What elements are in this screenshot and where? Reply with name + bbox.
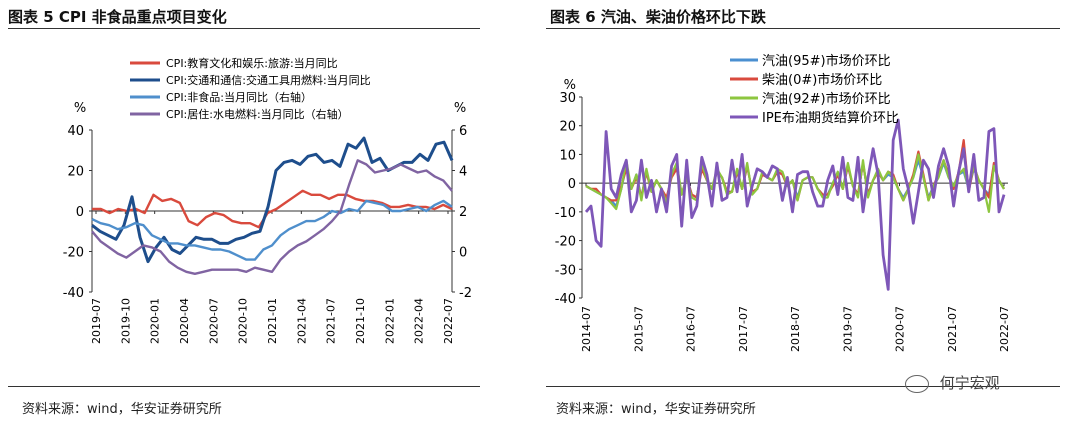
legend-label-3: CPI:非食品:当月同比（右轴） — [166, 90, 312, 104]
x-tick-label: 2021-07 — [325, 298, 338, 344]
right-chart-tick-label: 0 — [568, 177, 576, 192]
series-line-2 — [91, 136, 454, 264]
left-title-rule — [8, 28, 480, 29]
x-tick-label: 2020-10 — [237, 298, 250, 344]
watermark-text: 何宁宏观 — [939, 374, 1000, 392]
x-tick-label: 2020-07 — [207, 298, 220, 344]
x-tick-label: 2019-07 — [90, 298, 103, 344]
right-chart-tick-label: 20 — [559, 120, 576, 135]
right-axis-unit: % — [454, 101, 466, 116]
right-tick-label: -2 — [459, 286, 472, 301]
right-legend-label-2: 柴油(0#)市场价环比 — [762, 72, 882, 88]
right-tick-label: 6 — [459, 124, 467, 139]
right-tick-label: 2 — [459, 205, 467, 220]
right-chart-x-tick-label: 2022-07 — [998, 306, 1011, 352]
left-source: 资料来源：wind，华安证券研究所 — [22, 402, 222, 417]
right-bottom-rule — [546, 386, 1060, 387]
right-series-line-4 — [584, 118, 1006, 291]
right-legend-label-1: 汽油(95#)市场价环比 — [762, 53, 891, 69]
right-chart-x-tick-label: 2015-07 — [632, 306, 645, 352]
x-tick-label: 2020-01 — [149, 298, 162, 344]
left-tick-label: 40 — [67, 124, 84, 139]
right-chart-x-tick-label: 2017-07 — [737, 306, 750, 352]
right-legend-label-4: IPE布油期货结算价环比 — [762, 110, 899, 126]
right-chart-x-tick-label: 2021-07 — [946, 306, 959, 352]
x-tick-label: 2019-10 — [119, 298, 132, 344]
x-tick-label: 2022-07 — [442, 298, 455, 344]
x-tick-label: 2020-04 — [178, 298, 191, 344]
right-chart-x-tick-label: 2014-07 — [580, 306, 593, 352]
right-source: 资料来源：wind，华安证券研究所 — [556, 402, 756, 417]
legend-label-2: CPI:交通和通信:交通工具用燃料:当月同比 — [166, 73, 371, 87]
right-legend-label-3: 汽油(92#)市场价环比 — [762, 91, 891, 107]
x-tick-label: 2022-04 — [413, 298, 426, 344]
left-tick-label: 20 — [67, 165, 84, 180]
right-chart-x-tick-label: 2016-07 — [685, 306, 698, 352]
right-chart-x-tick-label: 2018-07 — [789, 306, 802, 352]
legend-label-4: CPI:居住:水电燃料:当月同比（右轴） — [166, 107, 349, 121]
left-axis-unit: % — [74, 101, 86, 116]
right-chart-tick-label: -10 — [555, 206, 576, 221]
watermark: 何宁宏观 — [905, 372, 1000, 393]
right-chart-tick-label: 10 — [559, 148, 576, 163]
wechat-icon — [905, 374, 929, 393]
left-tick-label: -20 — [63, 246, 84, 261]
x-tick-label: 2021-01 — [266, 298, 279, 344]
x-tick-label: 2022-01 — [383, 298, 396, 344]
right-chart-tick-label: -20 — [555, 235, 576, 250]
right-chart-x-tick-label: 2019-07 — [841, 306, 854, 352]
series-line-3 — [91, 199, 453, 261]
right-chart-unit: % — [564, 78, 576, 93]
right-title-rule — [546, 28, 1060, 29]
series-line-4 — [91, 159, 453, 276]
right-chart-x-tick-label: 2020-07 — [894, 306, 907, 352]
right-chart: % -40 -30 -20 -10 0 10 20 30 2014-07 2015-07 2016-0… — [555, 53, 1011, 352]
right-chart-tick-label: -30 — [555, 263, 576, 278]
right-tick-label: 0 — [459, 246, 467, 261]
right-chart-tick-label: -40 — [555, 292, 576, 307]
x-tick-label: 2021-04 — [295, 298, 308, 344]
left-tick-label: -40 — [63, 286, 84, 301]
left-bottom-rule — [8, 386, 480, 387]
right-chart-tick-label: 30 — [559, 91, 576, 106]
right-tick-label: 4 — [459, 165, 467, 180]
right-chart-title: 图表 6 汽油、柴油价格环比下跌 — [550, 8, 766, 26]
left-tick-label: 0 — [76, 205, 84, 220]
x-tick-label: 2021-10 — [354, 298, 367, 344]
legend-label-1: CPI:教育文化和娱乐:旅游:当月同比 — [166, 56, 338, 70]
series-line-1 — [92, 189, 453, 229]
left-chart-title: 图表 5 CPI 非食品重点项目变化 — [8, 8, 227, 26]
